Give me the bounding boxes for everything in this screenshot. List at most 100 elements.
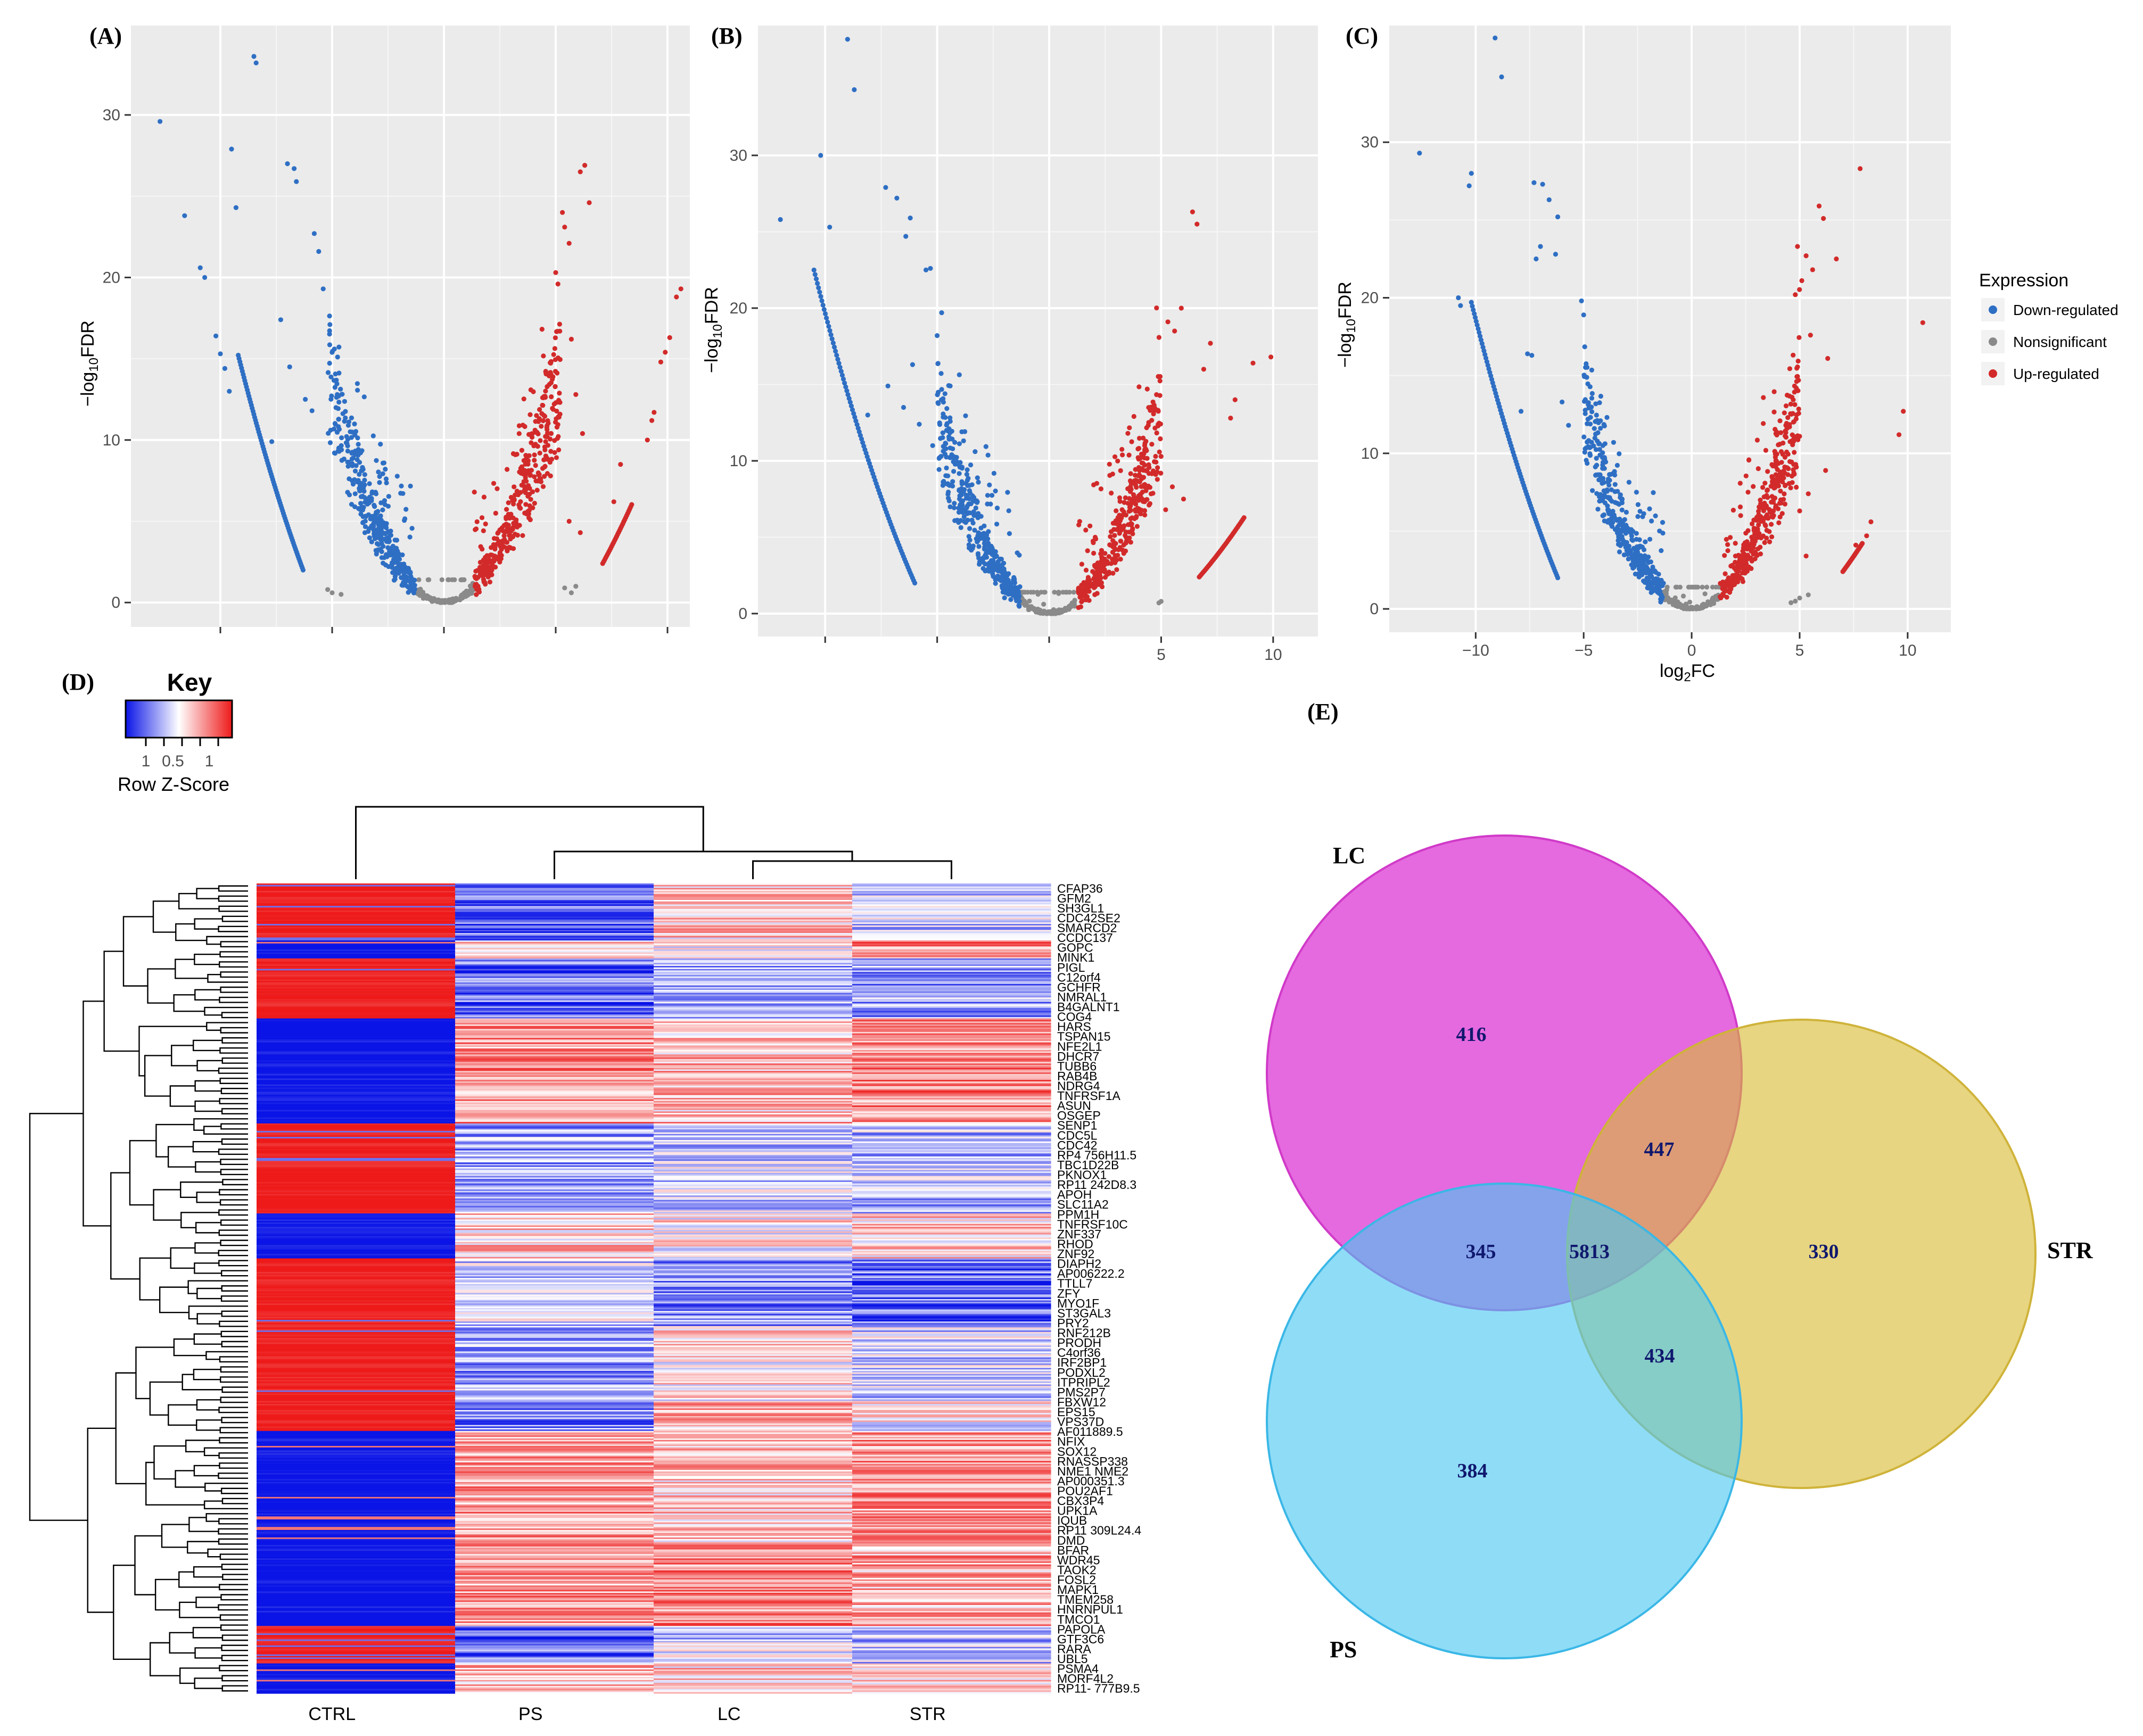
up-regulated-point [578,169,583,175]
up-regulated-point [1094,591,1100,596]
up-regulated-point [550,374,556,379]
up-regulated-point [1771,513,1776,518]
up-regulated-point [1834,256,1839,262]
up-regulated-point [1773,464,1778,469]
down-regulated-point [985,548,990,553]
down-regulated-point [964,472,969,477]
up-regulated-point [474,519,480,525]
down-regulated-point [213,333,219,338]
up-regulated-point [537,472,542,477]
up-regulated-point [548,449,554,454]
down-regulated-point [976,544,982,549]
up-regulated-point [541,353,546,359]
up-regulated-point [527,486,532,491]
down-regulated-point [912,580,918,586]
up-regulated-point [1117,499,1123,504]
up-regulated-point [1744,557,1750,562]
up-regulated-point [491,481,497,486]
up-regulated-point [1742,563,1748,569]
up-regulated-point [1796,406,1801,412]
plot-c-background [1389,26,1951,632]
up-regulated-point [1156,335,1161,340]
down-regulated-point [1609,487,1614,492]
up-regulated-point [1745,528,1751,533]
up-regulated-point [546,420,551,426]
down-regulated-point [1583,365,1588,370]
down-regulated-point [941,415,946,420]
up-regulated-point [534,487,540,493]
up-regulated-point [506,500,511,506]
down-regulated-point [1016,603,1021,608]
down-regulated-point [1000,562,1005,567]
y-tick-label: 0 [738,605,747,623]
down-regulated-point [1538,244,1543,249]
legend-label: Up-regulated [2013,366,2099,382]
nonsignificant-point [1669,599,1675,604]
up-regulated-point [1152,459,1157,465]
down-regulated-point [408,483,413,489]
up-regulated-point [488,567,493,572]
down-regulated-point [253,60,259,65]
down-regulated-point [1614,462,1620,468]
down-regulated-point [815,280,820,286]
up-regulated-point [521,471,526,477]
nonsignificant-point [428,595,433,600]
up-regulated-point [1145,423,1151,428]
up-regulated-point [1118,557,1123,562]
down-regulated-point [1587,384,1593,390]
down-regulated-point [957,465,962,470]
down-regulated-point [380,471,385,476]
down-regulated-point [970,493,975,499]
down-regulated-point [961,438,966,444]
up-regulated-point [1099,557,1105,562]
up-regulated-point [481,494,487,500]
up-regulated-point [1090,569,1095,574]
up-regulated-point [587,200,592,205]
down-regulated-point [990,493,995,498]
down-regulated-point [820,302,826,308]
up-regulated-point [1107,461,1112,467]
up-regulated-point [522,424,527,429]
down-regulated-point [1628,530,1633,535]
up-regulated-point [580,431,585,436]
up-regulated-point [539,327,545,332]
down-regulated-point [335,392,340,398]
up-regulated-point [472,490,477,495]
down-regulated-point [1610,520,1616,525]
down-regulated-point [377,480,382,485]
down-regulated-point [362,477,367,483]
up-regulated-point [560,210,565,215]
down-regulated-point [370,433,376,439]
down-regulated-point [1597,476,1603,482]
up-regulated-point [1795,244,1800,249]
down-regulated-point [1581,312,1586,318]
down-regulated-point [227,388,232,394]
down-regulated-point [327,360,332,366]
up-regulated-point [555,370,560,376]
up-regulated-point [1777,442,1783,447]
down-regulated-point [1589,440,1594,445]
down-regulated-point [343,415,348,420]
up-regulated-point [1769,522,1774,527]
up-regulated-point [526,453,532,458]
up-regulated-point [1864,533,1869,539]
down-regulated-point [967,538,972,543]
up-regulated-point [1146,462,1151,467]
down-regulated-point [218,351,223,357]
down-regulated-point [320,286,326,292]
down-regulated-point [1635,514,1641,519]
down-regulated-point [961,514,967,519]
nonsignificant-point [418,592,424,597]
down-regulated-point [865,412,870,418]
up-regulated-point [1761,508,1766,514]
up-regulated-point [1122,523,1127,528]
up-regulated-point [532,452,537,458]
down-regulated-point [1546,197,1552,202]
down-regulated-point [329,393,334,399]
down-regulated-point [361,394,367,400]
up-regulated-point [1777,418,1783,424]
down-regulated-point [975,551,981,556]
down-regulated-point [1594,412,1599,418]
up-regulated-point [487,573,492,578]
down-regulated-point [959,479,965,484]
